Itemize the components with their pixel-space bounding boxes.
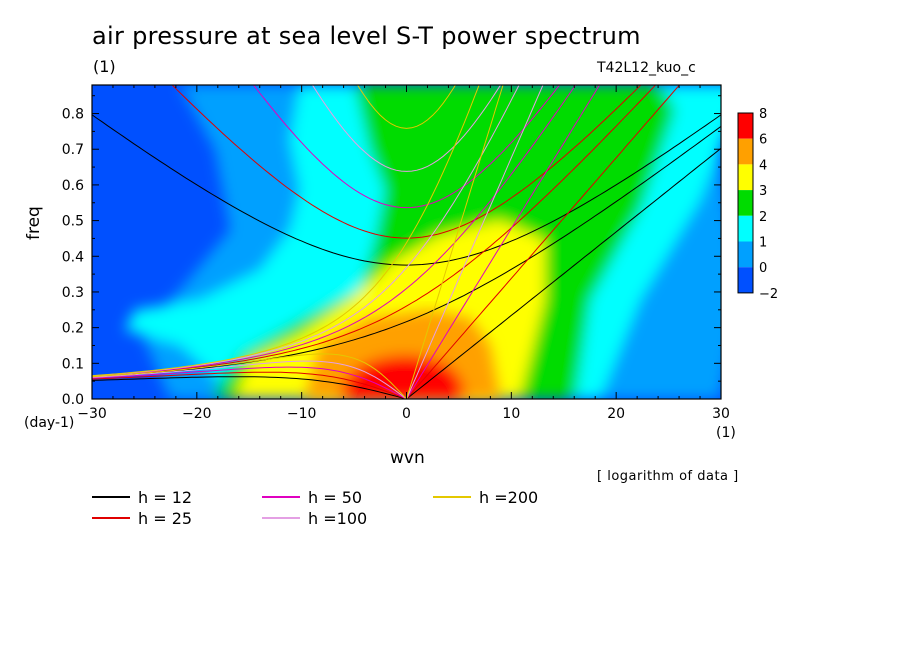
colorbar-frame [737,112,754,294]
inertia-gravity-curve [252,85,561,209]
colorbar-label: 0 [759,261,767,276]
x-tick-label: 20 [607,406,625,422]
colorbar-swatch [738,164,753,191]
mixed-rossby-gravity-curve [92,85,480,377]
y-tick-label: 0.8 [62,107,84,123]
y-tick-label: 0.5 [62,214,84,230]
legend-label: h = 25 [138,509,193,528]
legend-swatch [92,496,130,498]
y-axis-unit: (day-1) [24,415,75,431]
legend-label: h =100 [308,509,368,528]
y-tick-label: 0.6 [62,178,84,194]
legend-swatch [92,517,130,519]
legend-swatch [262,496,300,498]
mixed-rossby-gravity-curve [92,125,721,378]
x-tick-label: −30 [77,406,107,422]
mixed-rossby-gravity-curve [92,85,577,377]
x-axis: −30 −20 −10 0 10 20 30 [77,85,730,422]
colorbar-label: 8 [759,107,767,122]
x-tick-label: 0 [402,406,411,422]
colorbar-swatch [738,267,753,293]
colorbar-swatch [738,138,753,165]
x-tick-label: 10 [502,406,520,422]
y-tick-label: 0.4 [62,249,84,265]
y-tick-label: 0.1 [62,356,84,372]
y-axis: 0.0 0.1 0.2 0.3 0.4 0.5 0.6 0.7 0.8 [62,95,721,408]
spectrum-contour-field [92,85,721,399]
x-tick-label: −20 [182,406,212,422]
colorbar-label: 4 [759,158,767,173]
colorbar-label: 3 [759,184,767,199]
y-tick-label: 0.2 [62,321,84,337]
data-note: [ logarithm of data ] [597,469,739,484]
legend-label: h = 12 [138,488,193,507]
y-tick-label: 0.0 [62,392,84,408]
y-tick-label: 0.7 [62,142,84,158]
inertia-gravity-curve [357,85,456,129]
x-tick-label: −10 [287,406,317,422]
rossby-curve [92,376,407,399]
legend-swatch [433,496,471,498]
kelvin-curve [406,85,681,399]
run-label: T42L12_kuo_c [597,60,696,76]
colorbar-label: 1 [759,236,767,251]
legend-swatch [262,517,300,519]
rossby-curve [92,366,407,399]
x-tick-label: 30 [712,406,730,422]
x-axis-label: wvn [390,448,425,468]
colorbar: 8 6 4 3 2 1 0 −2 [737,107,778,302]
kelvin-curve [406,147,721,399]
kelvin-curve [406,85,601,399]
inertia-gravity-curve [311,85,502,172]
colorbar-label: −2 [759,287,778,302]
rossby-curve [92,371,407,399]
colorbar-swatch [738,113,753,139]
colorbar-label: 6 [759,133,767,148]
mixed-rossby-gravity-curve [92,85,520,377]
chart-title: air pressure at sea level S-T power spec… [92,22,641,50]
colorbar-swatch [738,190,753,216]
kelvin-curve [406,85,544,399]
kelvin-curve [406,85,504,399]
colorbar-label: 2 [759,210,767,225]
legend-label: h =200 [479,488,539,507]
rossby-curve [92,360,407,399]
y-axis-label: freq [24,206,44,240]
x-axis-unit: (1) [716,425,736,441]
mixed-rossby-gravity-curve [92,85,657,377]
legend-label: h = 50 [308,488,363,507]
inertia-gravity-curve [171,85,642,239]
colorbar-swatch [738,215,753,242]
colorbar-swatch [738,241,753,268]
rossby-curve [92,353,407,399]
chart-subtitle: (1) [93,57,116,76]
inertia-gravity-curve [92,114,721,266]
y-tick-label: 0.3 [62,285,84,301]
